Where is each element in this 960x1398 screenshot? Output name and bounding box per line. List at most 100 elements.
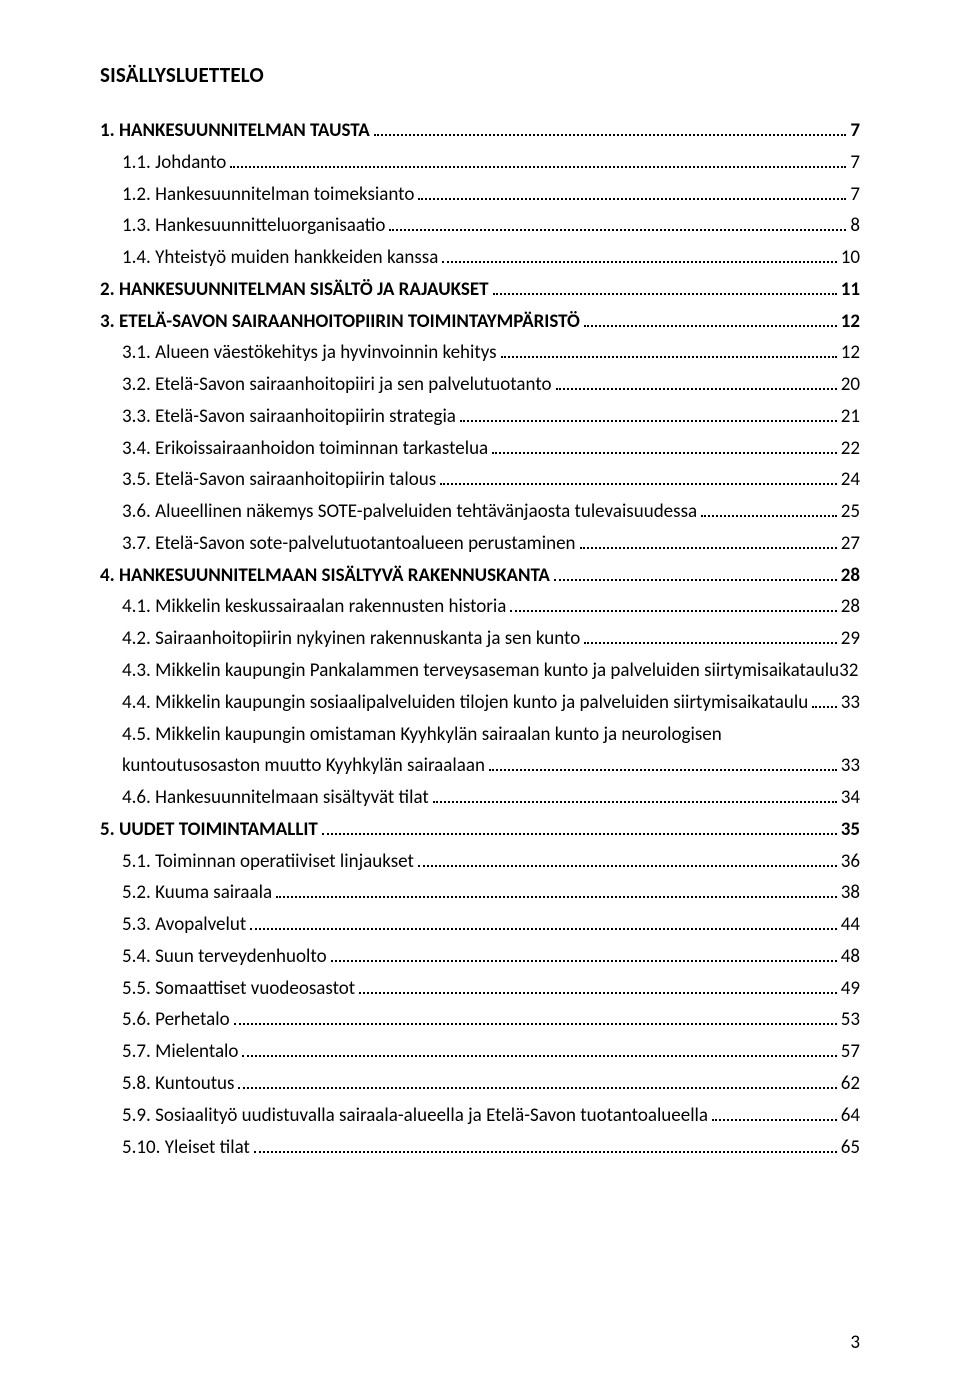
toc-entry-label: 5.8. Kuntoutus [122,1069,234,1100]
toc-entry-page: 11 [841,275,860,306]
toc-leader-dots [230,151,846,168]
toc-entry-continuation: kuntoutusosaston muutto Kyyhkylän sairaa… [100,751,860,782]
toc-entry: 3.3. Etelä-Savon sairaanhoitopiirin stra… [100,402,860,433]
toc-entry: 3.4. Erikoissairaanhoidon toiminnan tark… [100,434,860,465]
toc-leader-dots [254,1135,837,1152]
toc-entry-label: kuntoutusosaston muutto Kyyhkylän sairaa… [122,751,485,782]
toc-entry-label: 1.2. Hankesuunnitelman toimeksianto [122,180,414,211]
toc-entry-label: 5.5. Somaattiset vuodeosastot [122,974,355,1005]
toc-entry-page: 48 [841,942,860,973]
toc-leader-dots [584,627,836,644]
toc-entry-label: 4.4. Mikkelin kaupungin sosiaalipalvelui… [122,688,808,719]
toc-entry-label: 5.10. Yleiset tilat [122,1133,250,1164]
toc-entry: 1.2. Hankesuunnitelman toimeksianto 7 [100,180,860,211]
toc-entry-page: 34 [841,783,860,814]
toc-entry-label: 4. HANKESUUNNITELMAAN SISÄLTYVÄ RAKENNUS… [100,561,550,592]
toc-entry: 5.6. Perhetalo 53 [100,1005,860,1036]
toc-entry-page: 7 [850,180,860,211]
toc-entry: 5.9. Sosiaalityö uudistuvalla sairaala-a… [100,1101,860,1132]
toc-leader-dots [418,182,846,199]
toc-leader-dots [331,945,837,962]
toc-entry-label: 4.5. Mikkelin kaupungin omistaman Kyyhky… [122,720,722,751]
toc-entry: 4.4. Mikkelin kaupungin sosiaalipalvelui… [100,688,860,719]
toc-leader-dots [374,119,847,136]
toc-entry: 5.2. Kuuma sairaala 38 [100,878,860,909]
toc-entry: 5.3. Avopalvelut44 [100,910,860,941]
toc-leader-dots [712,1104,837,1121]
toc-entry: 5.4. Suun terveydenhuolto48 [100,942,860,973]
toc-entry-label: 3. ETELÄ-SAVON SAIRAANHOITOPIIRIN TOIMIN… [100,307,580,338]
toc-entry-label: 3.5. Etelä-Savon sairaanhoitopiirin talo… [122,465,436,496]
toc-entry-label: 3.2. Etelä-Savon sairaanhoitopiiri ja se… [122,370,552,401]
toc-entry-label: 4.1. Mikkelin keskussairaalan rakennuste… [122,592,506,623]
toc-leader-dots [238,1072,836,1089]
toc-entry-label: 5.1. Toiminnan operatiiviset linjaukset [122,847,414,878]
toc-leader-dots [440,468,837,485]
toc-entry-page: 12 [841,307,860,338]
toc-entry: 3.2. Etelä-Savon sairaanhoitopiiri ja se… [100,370,860,401]
toc-entry-page: 33 [841,688,860,719]
toc-entry-page: 49 [841,974,860,1005]
toc-leader-dots [701,500,837,517]
toc-entry-page: 44 [841,910,860,941]
toc-entry-label: 1.4. Yhteistyö muiden hankkeiden kanssa [122,243,438,274]
toc-leader-dots [556,373,837,390]
toc-leader-dots [234,1008,837,1025]
toc-entry-label: 2. HANKESUUNNITELMAN SISÄLTÖ JA RAJAUKSE… [100,275,489,306]
toc-leader-dots [812,691,837,708]
toc-entry: 1. HANKESUUNNITELMAN TAUSTA7 [100,116,860,147]
toc-entry-page: 57 [841,1037,860,1068]
toc-entry-page: 29 [841,624,860,655]
toc-entry-page: 53 [841,1005,860,1036]
toc-entry-page: 7 [850,116,860,147]
toc-entry-label: 3.7. Etelä-Savon sote-palvelutuotantoalu… [122,529,576,560]
toc-leader-dots [584,310,837,327]
toc-entry-label: 3.3. Etelä-Savon sairaanhoitopiirin stra… [122,402,456,433]
toc-entry: 3.1. Alueen väestökehitys ja hyvinvoinni… [100,338,860,369]
toc-heading: SISÄLLYSLUETTELO [100,62,860,88]
toc-entry-page: 28 [841,561,860,592]
toc-leader-dots [433,786,837,803]
toc-entry-label: 5.2. Kuuma sairaala [122,878,272,909]
toc-entry-label: 5.7. Mielentalo [122,1037,238,1068]
toc-entry-page: 65 [841,1133,860,1164]
toc-entry: 5. UUDET TOIMINTAMALLIT 35 [100,815,860,846]
toc-leader-dots [510,595,836,612]
toc-leader-dots [492,437,837,454]
toc-entry-page: 12 [841,338,860,369]
toc-entry-page: 8 [850,211,860,242]
toc-entry-page: 22 [841,434,860,465]
toc-entry-label: 5. UUDET TOIMINTAMALLIT [100,815,318,846]
toc-entry-label: 1.3. Hankesuunnitteluorganisaatio [122,211,385,242]
toc-entry: 4.3. Mikkelin kaupungin Pankalammen terv… [100,656,860,687]
toc-entry-label: 5.9. Sosiaalityö uudistuvalla sairaala-a… [122,1101,708,1132]
toc-leader-dots [276,881,837,898]
toc-leader-dots [580,532,837,549]
toc-entry-page: 38 [841,878,860,909]
toc-entry-page: 62 [841,1069,860,1100]
toc-entry-page: 10 [841,243,860,274]
toc-entry-label: 4.2. Sairaanhoitopiirin nykyinen rakennu… [122,624,580,655]
toc-leader-dots [250,913,837,930]
toc-entry-page: 36 [841,847,860,878]
toc-entry-label: 4.6. Hankesuunnitelmaan sisältyvät tilat [122,783,429,814]
toc-entry-page: 25 [841,497,860,528]
toc-entry-label: 5.6. Perhetalo [122,1005,230,1036]
toc-entry: 4.1. Mikkelin keskussairaalan rakennuste… [100,592,860,623]
toc-entry-page: 32 [839,656,858,687]
toc-entry-page: 7 [850,148,860,179]
toc-entry: 1.4. Yhteistyö muiden hankkeiden kanssa 1… [100,243,860,274]
toc-entry-page: 27 [841,529,860,560]
toc-entry-page: 35 [841,815,860,846]
toc-entry: 5.7. Mielentalo 57 [100,1037,860,1068]
toc-leader-dots [442,246,836,263]
toc-entry: 3. ETELÄ-SAVON SAIRAANHOITOPIIRIN TOIMIN… [100,307,860,338]
toc-entry-page: 28 [841,592,860,623]
toc-entry-label: 1.1. Johdanto [122,148,226,179]
toc-entry-label: 4.3. Mikkelin kaupungin Pankalammen terv… [122,656,839,687]
toc-leader-dots [418,850,837,867]
toc-leader-dots [489,754,837,771]
toc-entry-page: 20 [841,370,860,401]
table-of-contents: 1. HANKESUUNNITELMAN TAUSTA71.1. Johdant… [100,116,860,1163]
toc-entry: 3.6. Alueellinen näkemys SOTE-palveluide… [100,497,860,528]
